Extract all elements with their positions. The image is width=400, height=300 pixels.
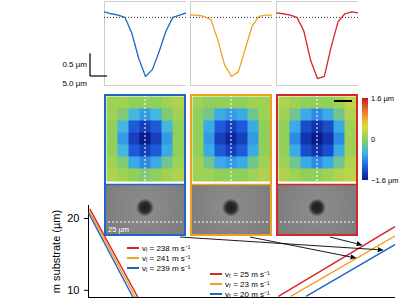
svg-text:10: 10 bbox=[67, 284, 79, 296]
svg-text:vᵢ = 241 m s⁻¹: vᵢ = 241 m s⁻¹ bbox=[142, 254, 191, 263]
svg-text:0: 0 bbox=[371, 135, 375, 144]
svg-text:1.6 µm: 1.6 µm bbox=[371, 94, 394, 103]
svg-text:vᵣ = 25 m s⁻¹: vᵣ = 25 m s⁻¹ bbox=[225, 270, 270, 279]
svg-text:vᵢ = 238 m s⁻¹: vᵢ = 238 m s⁻¹ bbox=[142, 244, 191, 253]
svg-text:5.0 µm: 5.0 µm bbox=[62, 79, 87, 88]
svg-text:0.5 µm: 0.5 µm bbox=[62, 60, 87, 69]
svg-text:vᵣ = 23 m s⁻¹: vᵣ = 23 m s⁻¹ bbox=[225, 280, 270, 289]
svg-text:25 µm: 25 µm bbox=[108, 225, 129, 234]
svg-text:m substrate (µm): m substrate (µm) bbox=[50, 210, 62, 293]
svg-text:−1.6 µm: −1.6 µm bbox=[371, 176, 398, 185]
svg-text:vᵢ = 239 m s⁻¹: vᵢ = 239 m s⁻¹ bbox=[142, 264, 191, 273]
svg-text:20: 20 bbox=[67, 212, 79, 224]
svg-text:vᵣ = 20 m s⁻¹: vᵣ = 20 m s⁻¹ bbox=[225, 290, 270, 299]
